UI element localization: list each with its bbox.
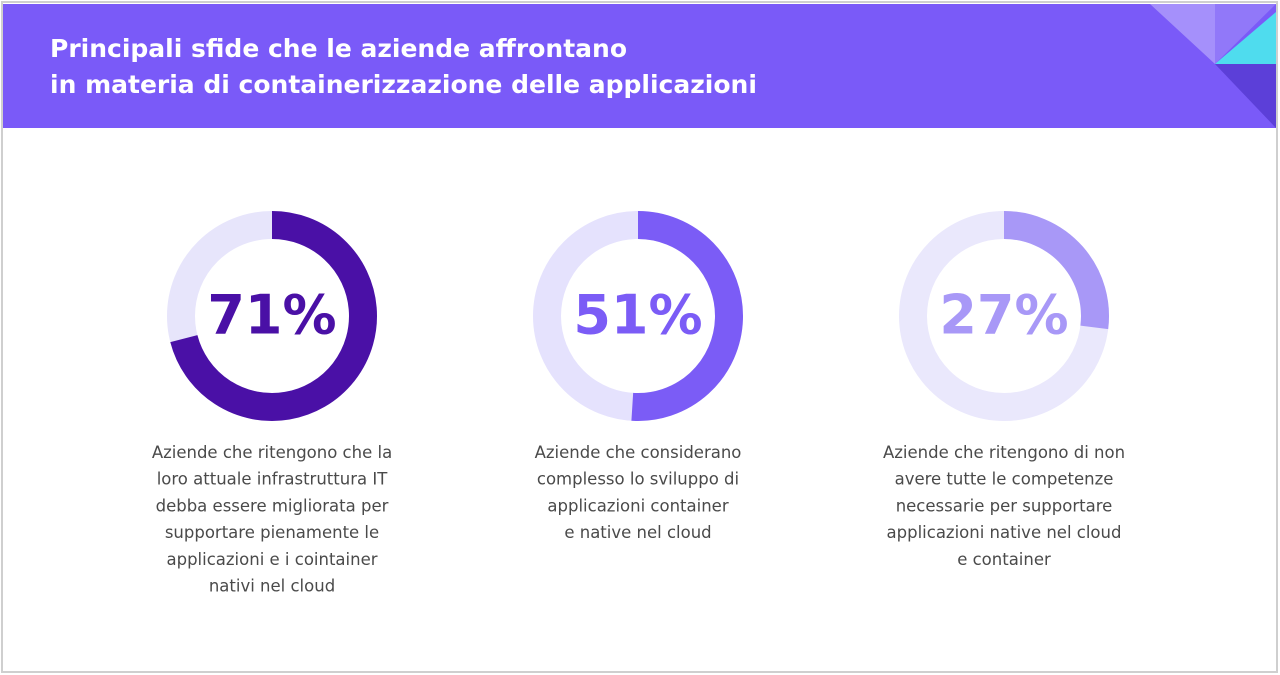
description-line: Aziende che ritengono che la — [152, 443, 392, 462]
header-decoration — [1150, 4, 1215, 64]
percent-label: 27% — [939, 284, 1068, 347]
description-line: necessarie per supportare — [896, 496, 1113, 515]
description-line: loro attuale infrastruttura IT — [157, 470, 388, 489]
description-line: nativi nel cloud — [209, 577, 335, 596]
description-line: applicazioni container — [547, 496, 728, 515]
title-line: Principali sfide che le aziende affronta… — [50, 34, 627, 63]
donut-arc — [631, 211, 743, 421]
description-line: applicazioni native nel cloud — [887, 523, 1122, 542]
description-line: applicazioni e i cointainer — [166, 550, 377, 569]
title-line: in materia di containerizzazione delle a… — [50, 70, 757, 99]
description-line: Aziende che considerano — [535, 443, 742, 462]
description-line: avere tutte le competenze — [895, 470, 1114, 489]
percent-label: 71% — [207, 284, 336, 347]
description-line: Aziende che ritengono di non — [883, 443, 1125, 462]
header-decoration — [1215, 12, 1276, 64]
donut-arc — [170, 211, 377, 421]
header-band — [3, 4, 1276, 128]
description-line: e native nel cloud — [564, 523, 711, 542]
header-decoration — [1215, 64, 1276, 128]
description-line: complesso lo sviluppo di — [537, 470, 739, 489]
header-decoration — [1215, 4, 1276, 64]
percent-label: 51% — [573, 284, 702, 347]
description-line: e container — [957, 550, 1051, 569]
description-line: debba essere migliorata per — [156, 496, 389, 515]
donut-arc — [1003, 211, 1109, 330]
description-line: supportare pienamente le — [165, 523, 379, 542]
